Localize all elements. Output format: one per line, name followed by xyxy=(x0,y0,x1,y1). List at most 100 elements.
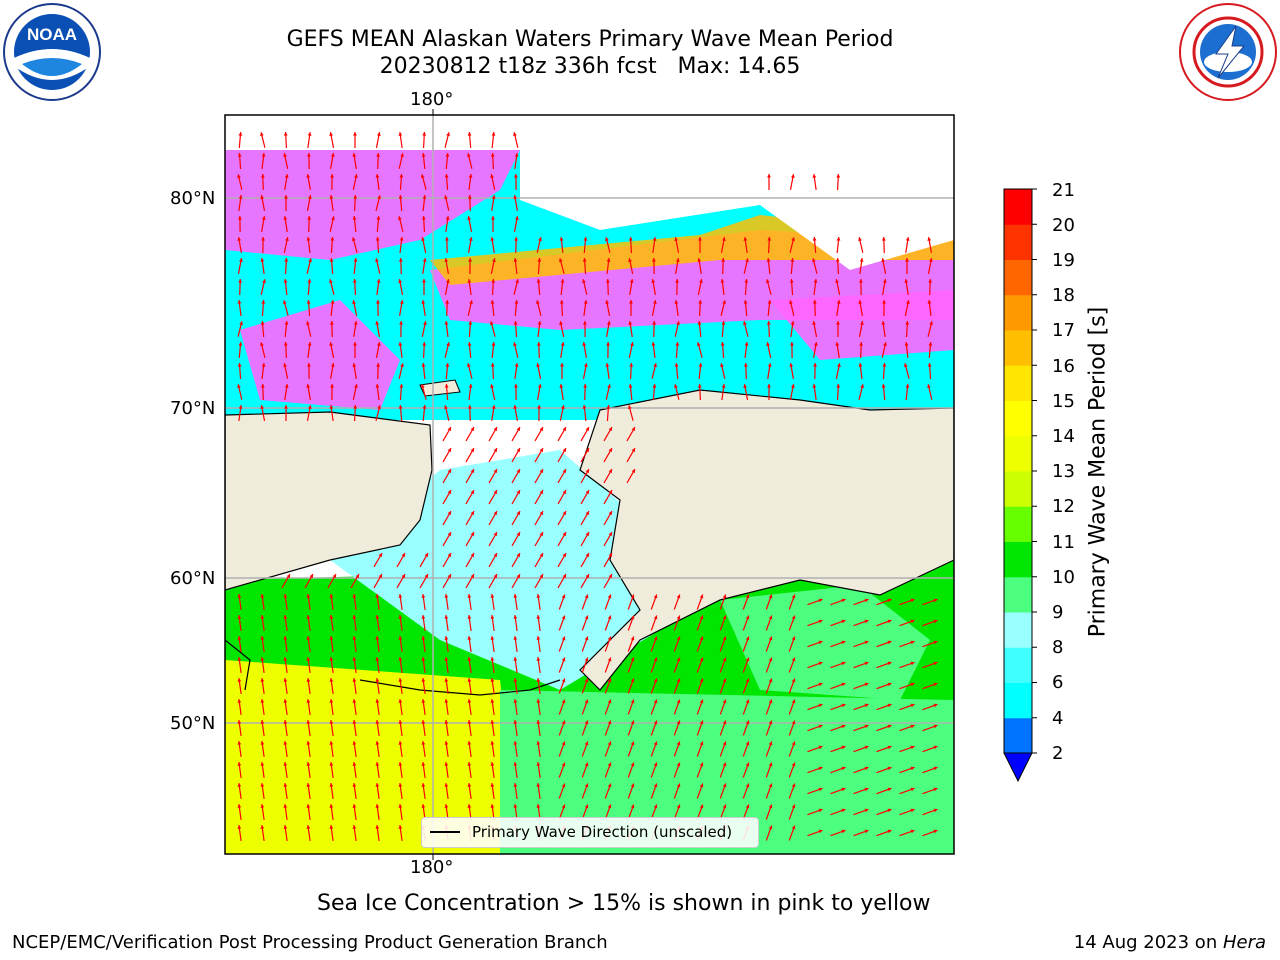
wave-direction-arrowhead xyxy=(491,216,495,220)
wave-direction-arrowhead xyxy=(608,532,612,537)
wave-direction-arrowhead xyxy=(584,804,589,809)
wave-direction-arrowhead xyxy=(470,469,474,474)
wave-direction-arrowhead xyxy=(744,279,749,283)
wave-direction-arrowhead xyxy=(260,762,265,766)
wave-direction-arrowhead xyxy=(791,699,796,704)
wave-direction-arrowhead xyxy=(329,594,334,598)
sea-ice-note: Sea Ice Concentration > 15% is shown in … xyxy=(317,891,931,916)
wave-direction-arrowhead xyxy=(447,532,451,537)
colorbar-segment xyxy=(1004,717,1032,754)
wave-direction-arrowhead xyxy=(653,363,657,368)
wave-direction-arrowhead xyxy=(284,405,288,409)
wave-direction-arrowhead xyxy=(239,321,243,326)
wave-direction-arrowhead xyxy=(447,448,451,453)
wave-direction-arrowhead xyxy=(447,511,451,516)
wave-direction-arrowhead xyxy=(561,741,566,746)
wave-direction-arrowhead xyxy=(536,720,541,724)
wave-direction-arrowhead xyxy=(836,300,841,304)
wave-direction-arrowhead xyxy=(561,615,566,620)
colorbar-tick: 13 xyxy=(1052,461,1075,482)
wave-direction-arrowhead xyxy=(493,469,497,474)
footer-date: 14 Aug 2023 on Hera xyxy=(1074,932,1266,953)
wave-direction-arrowhead xyxy=(306,615,311,619)
wave-direction-arrowhead xyxy=(927,384,931,389)
wave-direction-arrowhead xyxy=(536,279,541,283)
wave-direction-arrowhead xyxy=(284,195,288,199)
wave-direction-arrowhead xyxy=(467,132,472,136)
wave-direction-arrowhead xyxy=(864,766,869,771)
wave-direction-arrowhead xyxy=(539,511,543,516)
wave-direction-arrowhead xyxy=(353,195,358,199)
wave-direction-arrowhead xyxy=(791,762,796,767)
wave-direction-arrowhead xyxy=(652,300,657,304)
wave-direction-arrowhead xyxy=(768,825,773,830)
wave-direction-arrowhead xyxy=(699,636,704,641)
wave-direction-arrowhead xyxy=(260,636,265,640)
wave-direction-arrowhead xyxy=(722,741,727,746)
wave-direction-arrowhead xyxy=(536,636,541,640)
wave-direction-arrowhead xyxy=(768,741,773,746)
wave-direction-arrowhead xyxy=(375,174,380,178)
wave-direction-arrowhead xyxy=(490,657,495,661)
wave-direction-arrowhead xyxy=(933,598,938,603)
wave-direction-arrowhead xyxy=(375,636,380,640)
wave-direction-arrowhead xyxy=(444,636,449,640)
wave-direction-arrowhead xyxy=(468,258,472,262)
wave-direction-arrowhead xyxy=(841,682,846,687)
wave-direction-arrowhead xyxy=(841,598,846,603)
colorbar-segment xyxy=(1004,612,1032,648)
sea-ice-band xyxy=(240,300,400,410)
wave-direction-arrowhead xyxy=(791,594,796,599)
wave-direction-arrowhead xyxy=(841,829,846,834)
wave-direction-arrowhead xyxy=(283,216,288,220)
wave-direction-arrowhead xyxy=(607,720,612,725)
wave-direction-arrowhead xyxy=(887,619,892,624)
wave-direction-arrowhead xyxy=(697,258,702,262)
wave-direction-arrowhead xyxy=(653,720,658,725)
colorbar-tick: 10 xyxy=(1052,567,1075,588)
wave-direction-arrowhead xyxy=(721,321,726,325)
wave-direction-arrowhead xyxy=(285,237,289,242)
wave-direction-arrowhead xyxy=(378,553,382,558)
wave-direction-arrowhead xyxy=(607,678,612,683)
wave-direction-arrowhead xyxy=(283,636,288,640)
wave-direction-arrowhead xyxy=(864,703,869,708)
wave-direction-arrowhead xyxy=(584,741,589,746)
wave-direction-arrowhead xyxy=(307,216,312,220)
wave-direction-arrowhead xyxy=(375,720,380,724)
wave-direction-arrowhead xyxy=(887,766,892,771)
wave-direction-arrowhead xyxy=(933,661,938,666)
wave-direction-arrowhead xyxy=(813,363,817,367)
wave-direction-arrowhead xyxy=(653,699,658,704)
wave-direction-arrowhead xyxy=(768,594,773,599)
wave-direction-arrowhead xyxy=(791,636,796,641)
wave-direction-arrowhead xyxy=(237,762,242,766)
wave-direction-arrowhead xyxy=(674,363,679,367)
wave-direction-arrowhead xyxy=(607,741,612,746)
wave-direction-arrowhead xyxy=(628,321,633,325)
map-layer xyxy=(225,115,954,854)
wave-direction-arrowhead xyxy=(306,657,311,661)
wave-direction-arrowhead xyxy=(859,342,864,346)
wave-direction-arrowhead xyxy=(238,132,243,136)
wave-direction-arrowhead xyxy=(881,237,886,241)
wave-direction-arrowhead xyxy=(607,762,612,767)
wave-direction-arrowhead xyxy=(329,699,334,703)
wave-direction-arrowhead xyxy=(329,258,334,262)
wave-direction-arrowhead xyxy=(491,405,496,409)
wave-direction-arrowhead xyxy=(467,363,471,368)
wave-direction-arrowhead xyxy=(329,615,334,619)
wave-direction-arrowhead xyxy=(307,363,311,367)
wave-direction-arrowhead xyxy=(560,279,565,283)
wave-direction-arrowhead xyxy=(882,279,887,283)
wave-direction-arrowhead xyxy=(283,279,288,283)
wave-direction-arrowhead xyxy=(329,657,334,661)
wave-direction-arrowhead xyxy=(927,300,932,304)
wave-direction-arrowhead xyxy=(513,636,518,640)
wave-direction-arrowhead xyxy=(421,237,425,242)
wave-direction-arrowhead xyxy=(864,640,869,645)
wave-direction-arrowhead xyxy=(743,300,748,304)
wave-direction-arrowhead xyxy=(608,490,612,495)
wave-direction-arrowhead xyxy=(261,300,266,304)
wave-direction-arrowhead xyxy=(859,321,864,325)
